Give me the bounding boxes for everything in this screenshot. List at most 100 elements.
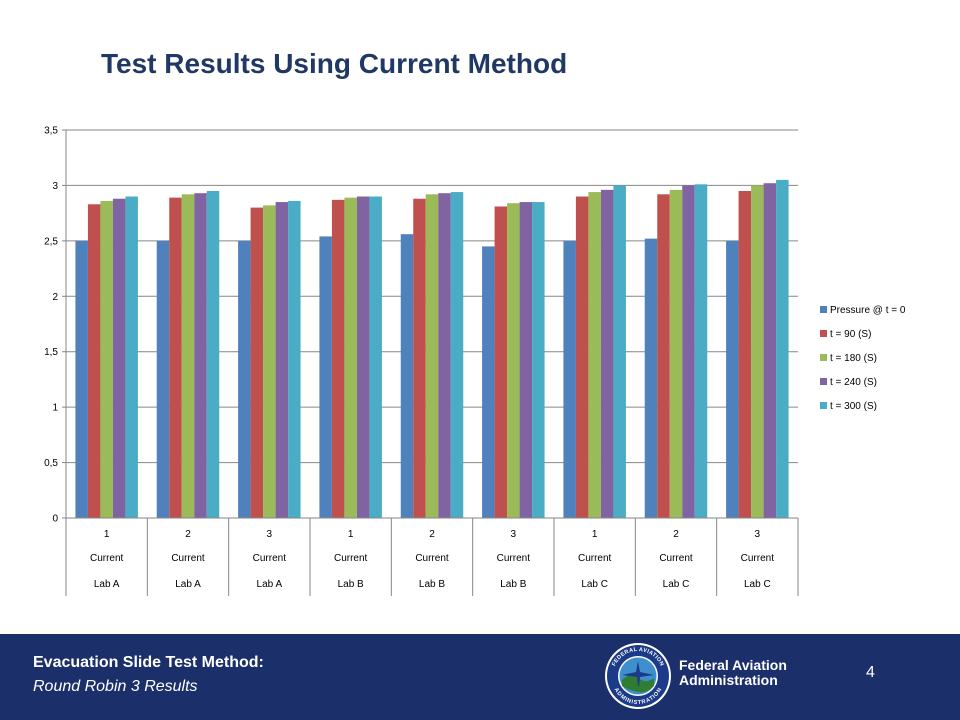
y-tick-label: 0,5 — [44, 458, 58, 469]
legend-label: t = 180 (S) — [830, 353, 877, 364]
agency-name-line-2: Administration — [679, 672, 778, 688]
bar — [438, 193, 451, 518]
bar — [494, 206, 508, 518]
legend-swatch — [820, 402, 827, 409]
bar — [726, 240, 739, 518]
bar — [125, 196, 138, 518]
bar — [369, 196, 382, 518]
bar — [613, 185, 626, 518]
bar — [776, 179, 789, 518]
bar — [206, 190, 220, 518]
bar — [331, 199, 345, 518]
bar — [682, 185, 695, 518]
x-category-label: Current — [253, 553, 287, 564]
faa-seal-logo: FEDERAL AVIATION ADMINISTRATION — [605, 643, 671, 709]
legend-label: Pressure @ t = 0 — [830, 305, 906, 316]
page-number: 4 — [866, 664, 875, 681]
footer-subheading: Round Robin 3 Results — [33, 678, 198, 695]
bar — [588, 192, 601, 518]
x-category-label: 1 — [104, 529, 110, 540]
x-category-label: Lab C — [744, 579, 771, 590]
bar — [288, 200, 301, 518]
bar — [156, 240, 170, 518]
x-category-label: 3 — [511, 529, 517, 540]
bar — [532, 202, 545, 519]
x-category-label: Current — [415, 553, 449, 564]
bar — [425, 194, 439, 518]
legend-swatch — [820, 354, 827, 361]
bars — [75, 179, 789, 519]
x-category-label: Current — [659, 553, 693, 564]
bar — [669, 189, 683, 518]
x-category-label: 3 — [267, 529, 273, 540]
y-tick-label: 2 — [52, 292, 58, 303]
footer-heading: Evacuation Slide Test Method: — [33, 654, 264, 671]
x-category-label: Lab B — [338, 579, 364, 590]
x-category-label: Current — [334, 553, 368, 564]
x-category-label: Current — [90, 553, 124, 564]
bar — [563, 240, 576, 518]
x-category-label: Lab B — [500, 579, 526, 590]
bar — [344, 197, 357, 518]
x-category-label: Lab A — [257, 579, 283, 590]
x-category-label: 2 — [429, 529, 435, 540]
bar — [751, 185, 764, 518]
bar — [75, 240, 88, 518]
footer-bar: Evacuation Slide Test Method: Round Robi… — [0, 634, 960, 720]
x-category-label: Current — [741, 553, 775, 564]
x-category-label: Lab A — [94, 579, 120, 590]
x-category-label: Lab A — [175, 579, 201, 590]
bar — [319, 236, 332, 518]
legend-swatch — [820, 330, 827, 337]
bar — [575, 196, 589, 518]
bar — [169, 197, 182, 518]
x-category-label: Current — [497, 553, 531, 564]
agency-name: Federal Aviation Administration — [679, 658, 787, 688]
bar — [194, 193, 207, 518]
x-category-label: Lab C — [581, 579, 608, 590]
x-category-label: 2 — [673, 529, 679, 540]
slide-title: Test Results Using Current Method — [101, 48, 568, 79]
bar — [238, 240, 251, 518]
bar — [507, 203, 520, 518]
bar — [263, 205, 276, 518]
legend: Pressure @ t = 0 t = 90 (S) t = 180 (S) t =… — [820, 305, 906, 412]
bar — [275, 202, 289, 519]
bar — [738, 190, 752, 518]
legend-swatch — [820, 306, 827, 313]
x-category-label: Lab B — [419, 579, 445, 590]
x-category-label: 1 — [348, 529, 354, 540]
bar-chart: 0 0,5 1 1,5 2 2,5 3 3,5 1 Current Lab A 2 Current Lab… — [44, 126, 906, 596]
legend-label: t = 90 (S) — [830, 329, 871, 340]
bar — [100, 200, 113, 518]
x-category-label: Current — [171, 553, 205, 564]
bar — [400, 234, 414, 518]
x-category-label: Current — [578, 553, 612, 564]
y-tick-label: 1 — [52, 403, 58, 414]
y-tick-label: 3,5 — [44, 126, 58, 137]
legend-label: t = 240 (S) — [830, 377, 877, 388]
bar — [413, 198, 426, 518]
agency-name-line-1: Federal Aviation — [679, 657, 787, 673]
x-category-label: 2 — [185, 529, 191, 540]
bar — [694, 184, 708, 518]
y-tick-label: 3 — [52, 181, 58, 192]
legend-label: t = 300 (S) — [830, 401, 877, 412]
y-tick-label: 0 — [52, 514, 58, 525]
bar — [250, 207, 264, 518]
bar — [356, 196, 370, 518]
bar — [112, 198, 126, 518]
x-category-label: 1 — [592, 529, 598, 540]
bar — [450, 192, 464, 518]
bar — [181, 194, 195, 518]
bar — [482, 246, 495, 518]
y-tick-label: 1,5 — [44, 347, 58, 358]
axes: 0 0,5 1 1,5 2 2,5 3 3,5 1 Current Lab A 2 Current Lab… — [44, 126, 799, 596]
x-category-label: Lab C — [663, 579, 690, 590]
bar — [763, 183, 777, 518]
bar — [600, 189, 614, 518]
legend-swatch — [820, 378, 827, 385]
bar — [87, 204, 101, 518]
bar — [519, 202, 533, 519]
bar — [657, 194, 670, 518]
